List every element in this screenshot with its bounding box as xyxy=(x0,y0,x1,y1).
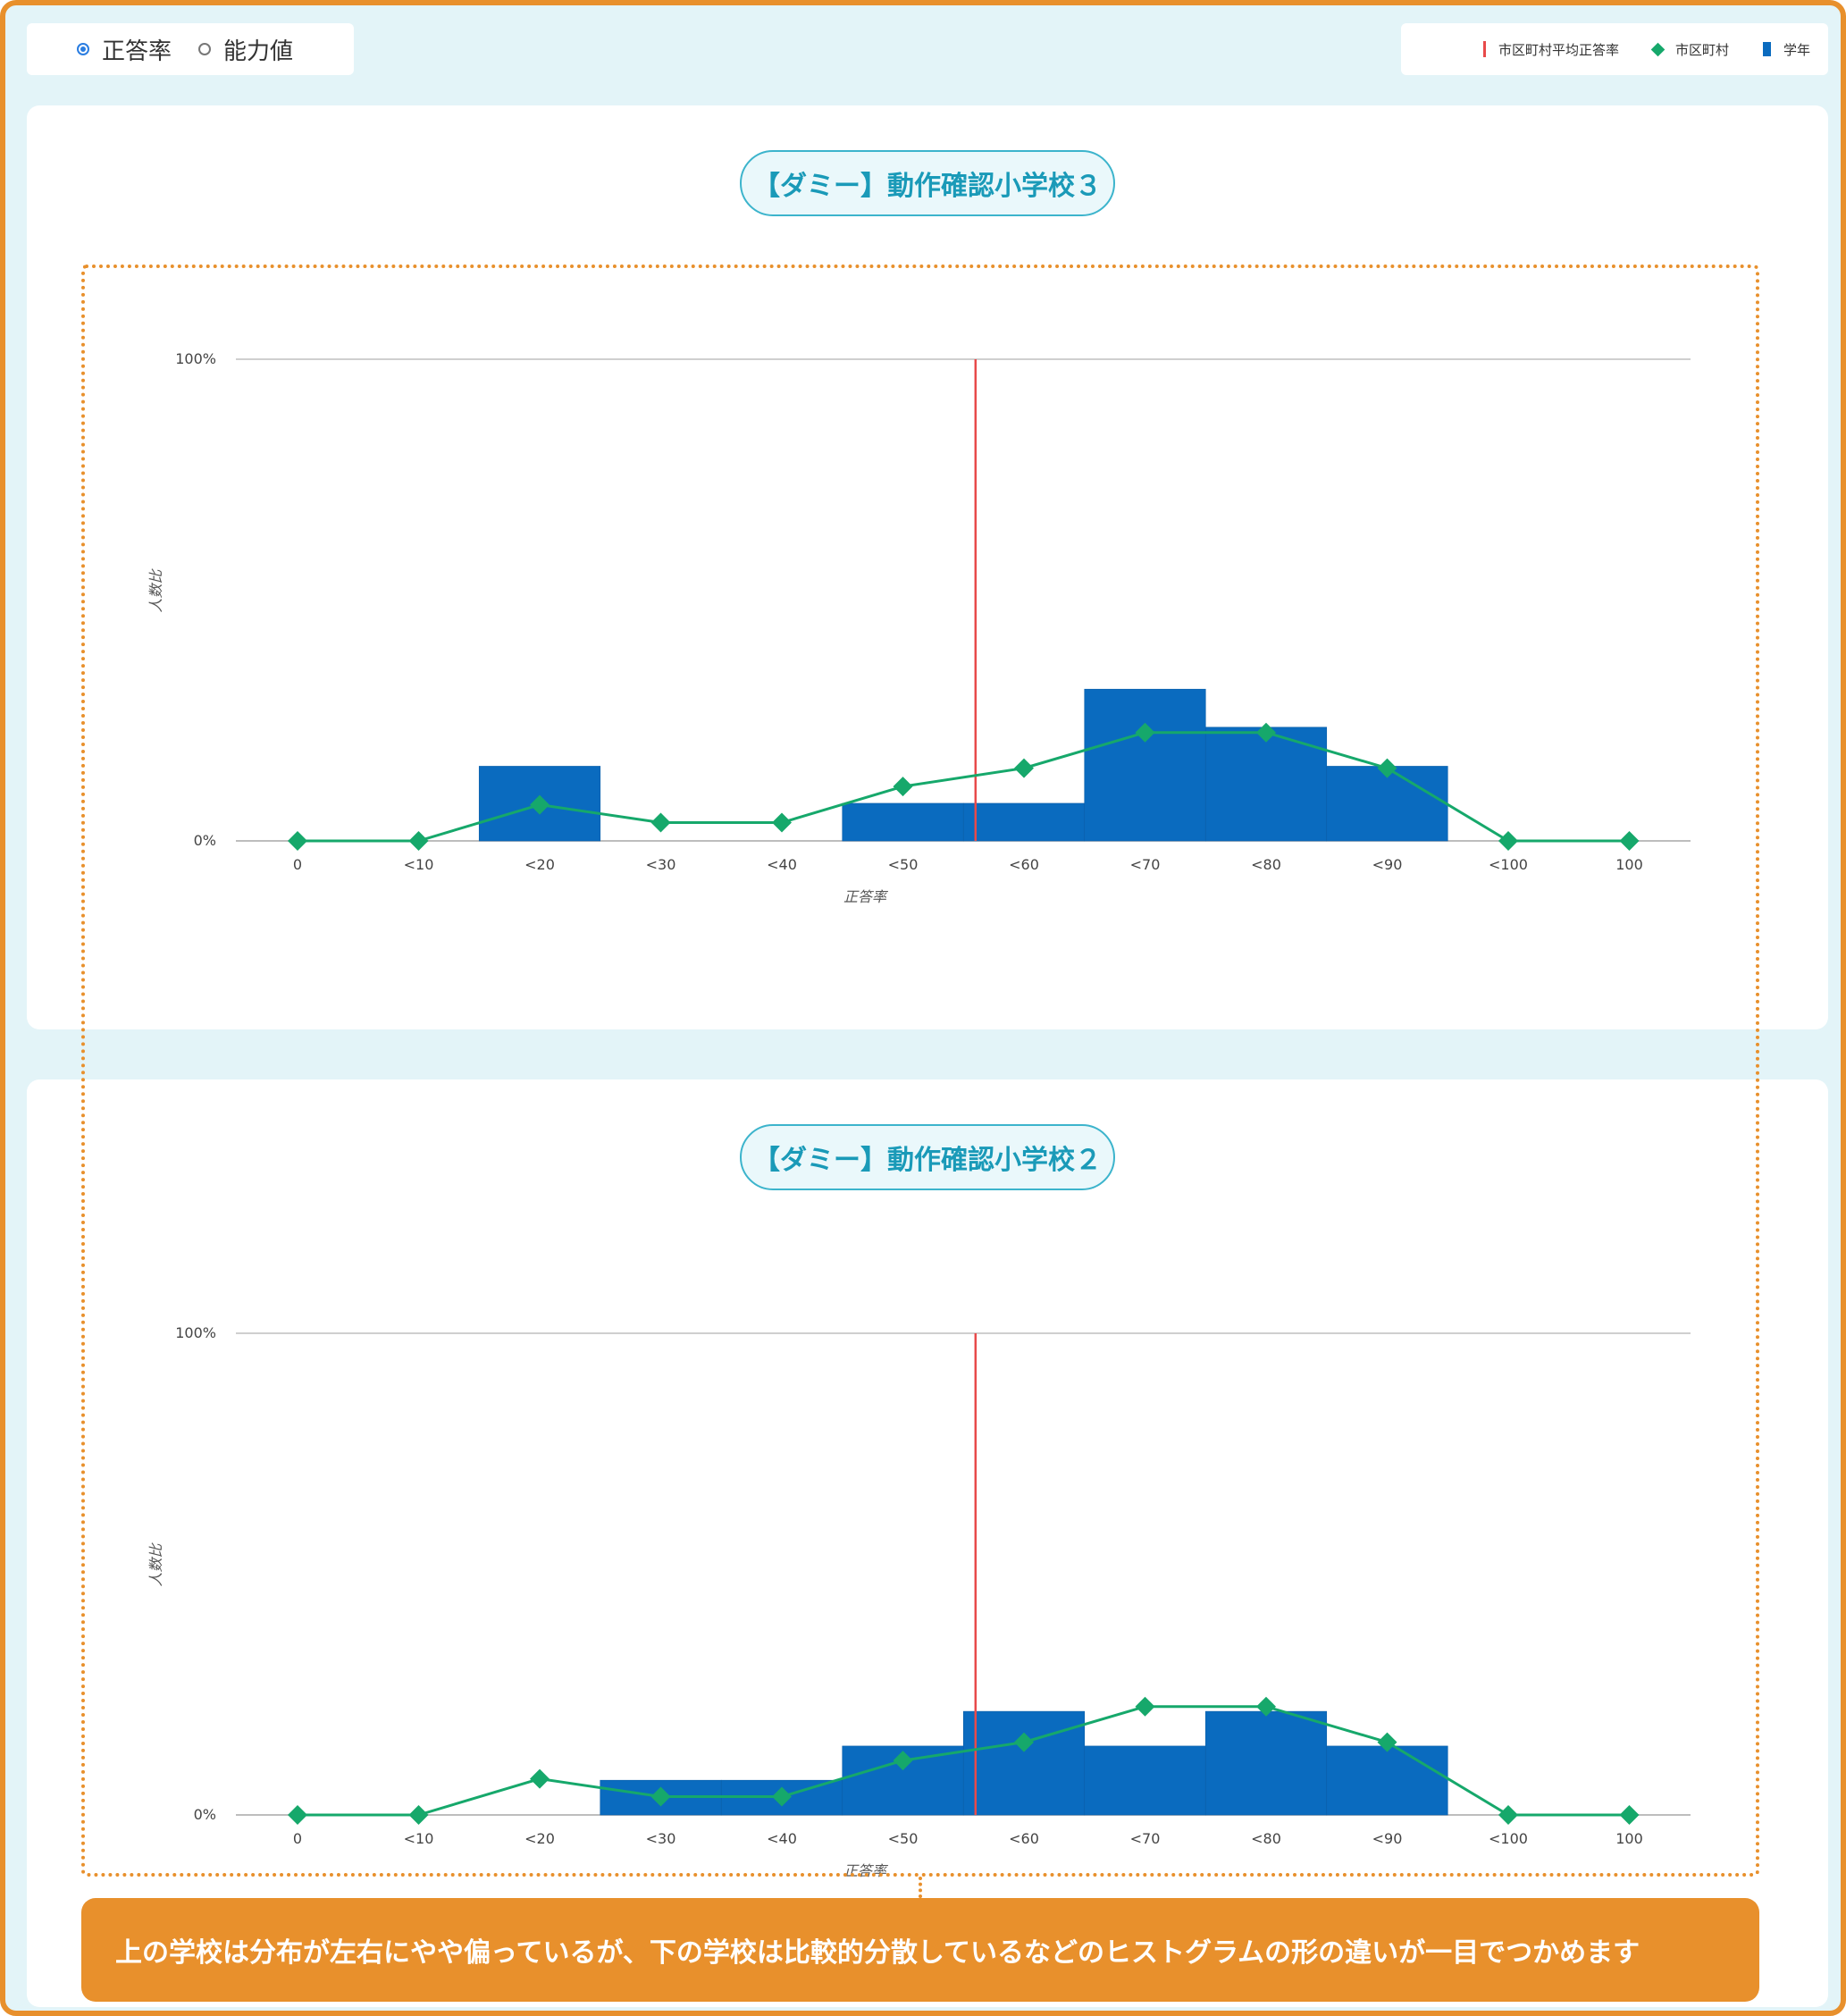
callout-box: 上の学校は分布が左右にやや偏っているが、下の学校は比較的分散しているなどのヒスト… xyxy=(81,1898,1759,2002)
x-tick-label: <100 xyxy=(1489,856,1528,873)
x-tick-label: <50 xyxy=(888,1830,919,1847)
school-title: 【ダミー】動作確認小学校２ xyxy=(740,1124,1115,1190)
x-tick-label: <30 xyxy=(646,1830,676,1847)
municipality-point xyxy=(1619,831,1640,851)
municipality-point xyxy=(1498,1805,1518,1825)
histogram-bar xyxy=(1204,1710,1328,1816)
x-tick-label: <10 xyxy=(404,856,434,873)
x-tick-label: <90 xyxy=(1372,856,1403,873)
histogram-bar xyxy=(1326,1745,1448,1816)
x-tick-label: <60 xyxy=(1009,856,1039,873)
municipality-point xyxy=(530,794,550,815)
mode-toggle: 正答率 能力値 xyxy=(27,23,354,75)
municipality-point xyxy=(1014,1732,1034,1752)
x-tick-label: <60 xyxy=(1009,1830,1039,1847)
x-tick-label: <30 xyxy=(646,856,676,873)
y-tick-label: 0% xyxy=(194,1806,216,1823)
histogram-bar xyxy=(1204,727,1328,842)
callout-text: 上の学校は分布が左右にやや偏っているが、下の学校は比較的分散しているなどのヒスト… xyxy=(115,1937,1640,1969)
radio-correct-rate[interactable]: 正答率 xyxy=(77,33,172,66)
x-tick-label: <50 xyxy=(888,856,919,873)
histogram-bar xyxy=(1084,1745,1206,1816)
municipality-point xyxy=(772,812,792,833)
histogram-bar xyxy=(842,802,964,842)
radio-ability-score[interactable]: 能力値 xyxy=(198,33,293,66)
municipality-point xyxy=(1014,758,1034,778)
school-title: 【ダミー】動作確認小学校３ xyxy=(740,150,1115,216)
municipality-point xyxy=(1256,722,1276,743)
municipality-point xyxy=(650,1786,671,1807)
legend-label: 市区町村 xyxy=(1674,41,1729,58)
x-tick-label: <20 xyxy=(524,1830,555,1847)
municipality-point xyxy=(1377,758,1397,778)
municipality-point xyxy=(408,831,429,851)
municipality-point xyxy=(650,812,671,833)
municipality-point xyxy=(772,1786,792,1807)
y-axis-label: 人数比 xyxy=(147,568,164,613)
legend-item-grade: 学年 xyxy=(1762,40,1810,59)
x-axis-label: 正答率 xyxy=(843,1862,889,1879)
municipality-point xyxy=(288,1805,307,1825)
red-line-icon xyxy=(1482,41,1486,57)
x-tick-label: <10 xyxy=(404,1830,434,1847)
municipality-line xyxy=(298,1705,1630,1817)
x-tick-label: 0 xyxy=(293,1830,302,1847)
legend-label: 学年 xyxy=(1783,41,1810,58)
chart-panel-2: 【ダミー】動作確認小学校２ 0% 100% 人数比 0 <10 <20 <30 <40 <50 <… xyxy=(27,1079,1828,2007)
municipality-point xyxy=(408,1805,429,1825)
green-diamond-icon xyxy=(1650,42,1666,56)
chart-legend: 市区町村平均正答率 市区町村 学年 xyxy=(1401,23,1828,75)
y-tick-label: 0% xyxy=(194,832,216,849)
x-axis-label: 正答率 xyxy=(843,888,889,905)
municipality-point xyxy=(1135,1696,1155,1717)
municipality-point xyxy=(530,1768,550,1789)
x-tick-label: <70 xyxy=(1130,1830,1161,1847)
municipality-point xyxy=(1498,831,1518,851)
x-tick-label: 100 xyxy=(1615,856,1643,873)
legend-item-municipality: 市区町村 xyxy=(1650,40,1729,59)
municipality-point xyxy=(1619,1805,1640,1825)
x-tick-label: <80 xyxy=(1251,856,1281,873)
x-tick-label: <40 xyxy=(767,856,797,873)
radio-label: 正答率 xyxy=(102,38,172,65)
municipality-point xyxy=(1377,1732,1397,1752)
legend-label: 市区町村平均正答率 xyxy=(1498,41,1619,58)
histogram-chart-2: 0% 100% 人数比 0 <10 <20 <30 <40 <50 <60 <70 <80 <90 <10… xyxy=(147,1324,1691,1879)
municipality-point xyxy=(288,831,307,851)
radio-label: 能力値 xyxy=(223,38,294,65)
municipality-line xyxy=(298,731,1630,843)
x-tick-label: <100 xyxy=(1489,1830,1528,1847)
legend-item-mean: 市区町村平均正答率 xyxy=(1482,40,1619,59)
y-axis-label: 人数比 xyxy=(147,1542,164,1587)
x-tick-label: <40 xyxy=(767,1830,797,1847)
radio-selected-icon xyxy=(77,43,89,55)
histogram-bar xyxy=(962,802,1086,842)
callout-connector xyxy=(919,1877,922,1898)
histogram-bar xyxy=(1084,688,1206,842)
blue-bar-icon xyxy=(1762,42,1771,56)
x-tick-label: <20 xyxy=(524,856,555,873)
y-tick-label: 100% xyxy=(175,350,216,367)
chart-panel-1: 【ダミー】動作確認小学校３ 0% 100% 人数比 0 <10 <20 <30 <40 <50 <… xyxy=(27,105,1828,1029)
histogram-bar xyxy=(962,1710,1086,1816)
x-tick-label: 100 xyxy=(1615,1830,1643,1847)
x-tick-label: <70 xyxy=(1130,856,1161,873)
municipality-point xyxy=(1135,722,1155,743)
radio-unselected-icon xyxy=(198,43,212,55)
municipality-point xyxy=(893,1751,913,1771)
y-tick-label: 100% xyxy=(175,1324,216,1341)
municipality-point xyxy=(893,777,913,797)
x-tick-label: <80 xyxy=(1251,1830,1281,1847)
histogram-chart-1: 0% 100% 人数比 0 <10 <20 <30 <40 <50 <60 <70 <80 <90 <10… xyxy=(147,350,1691,905)
municipality-point xyxy=(1256,1696,1276,1717)
x-tick-label: 0 xyxy=(293,856,302,873)
x-tick-label: <90 xyxy=(1372,1830,1403,1847)
